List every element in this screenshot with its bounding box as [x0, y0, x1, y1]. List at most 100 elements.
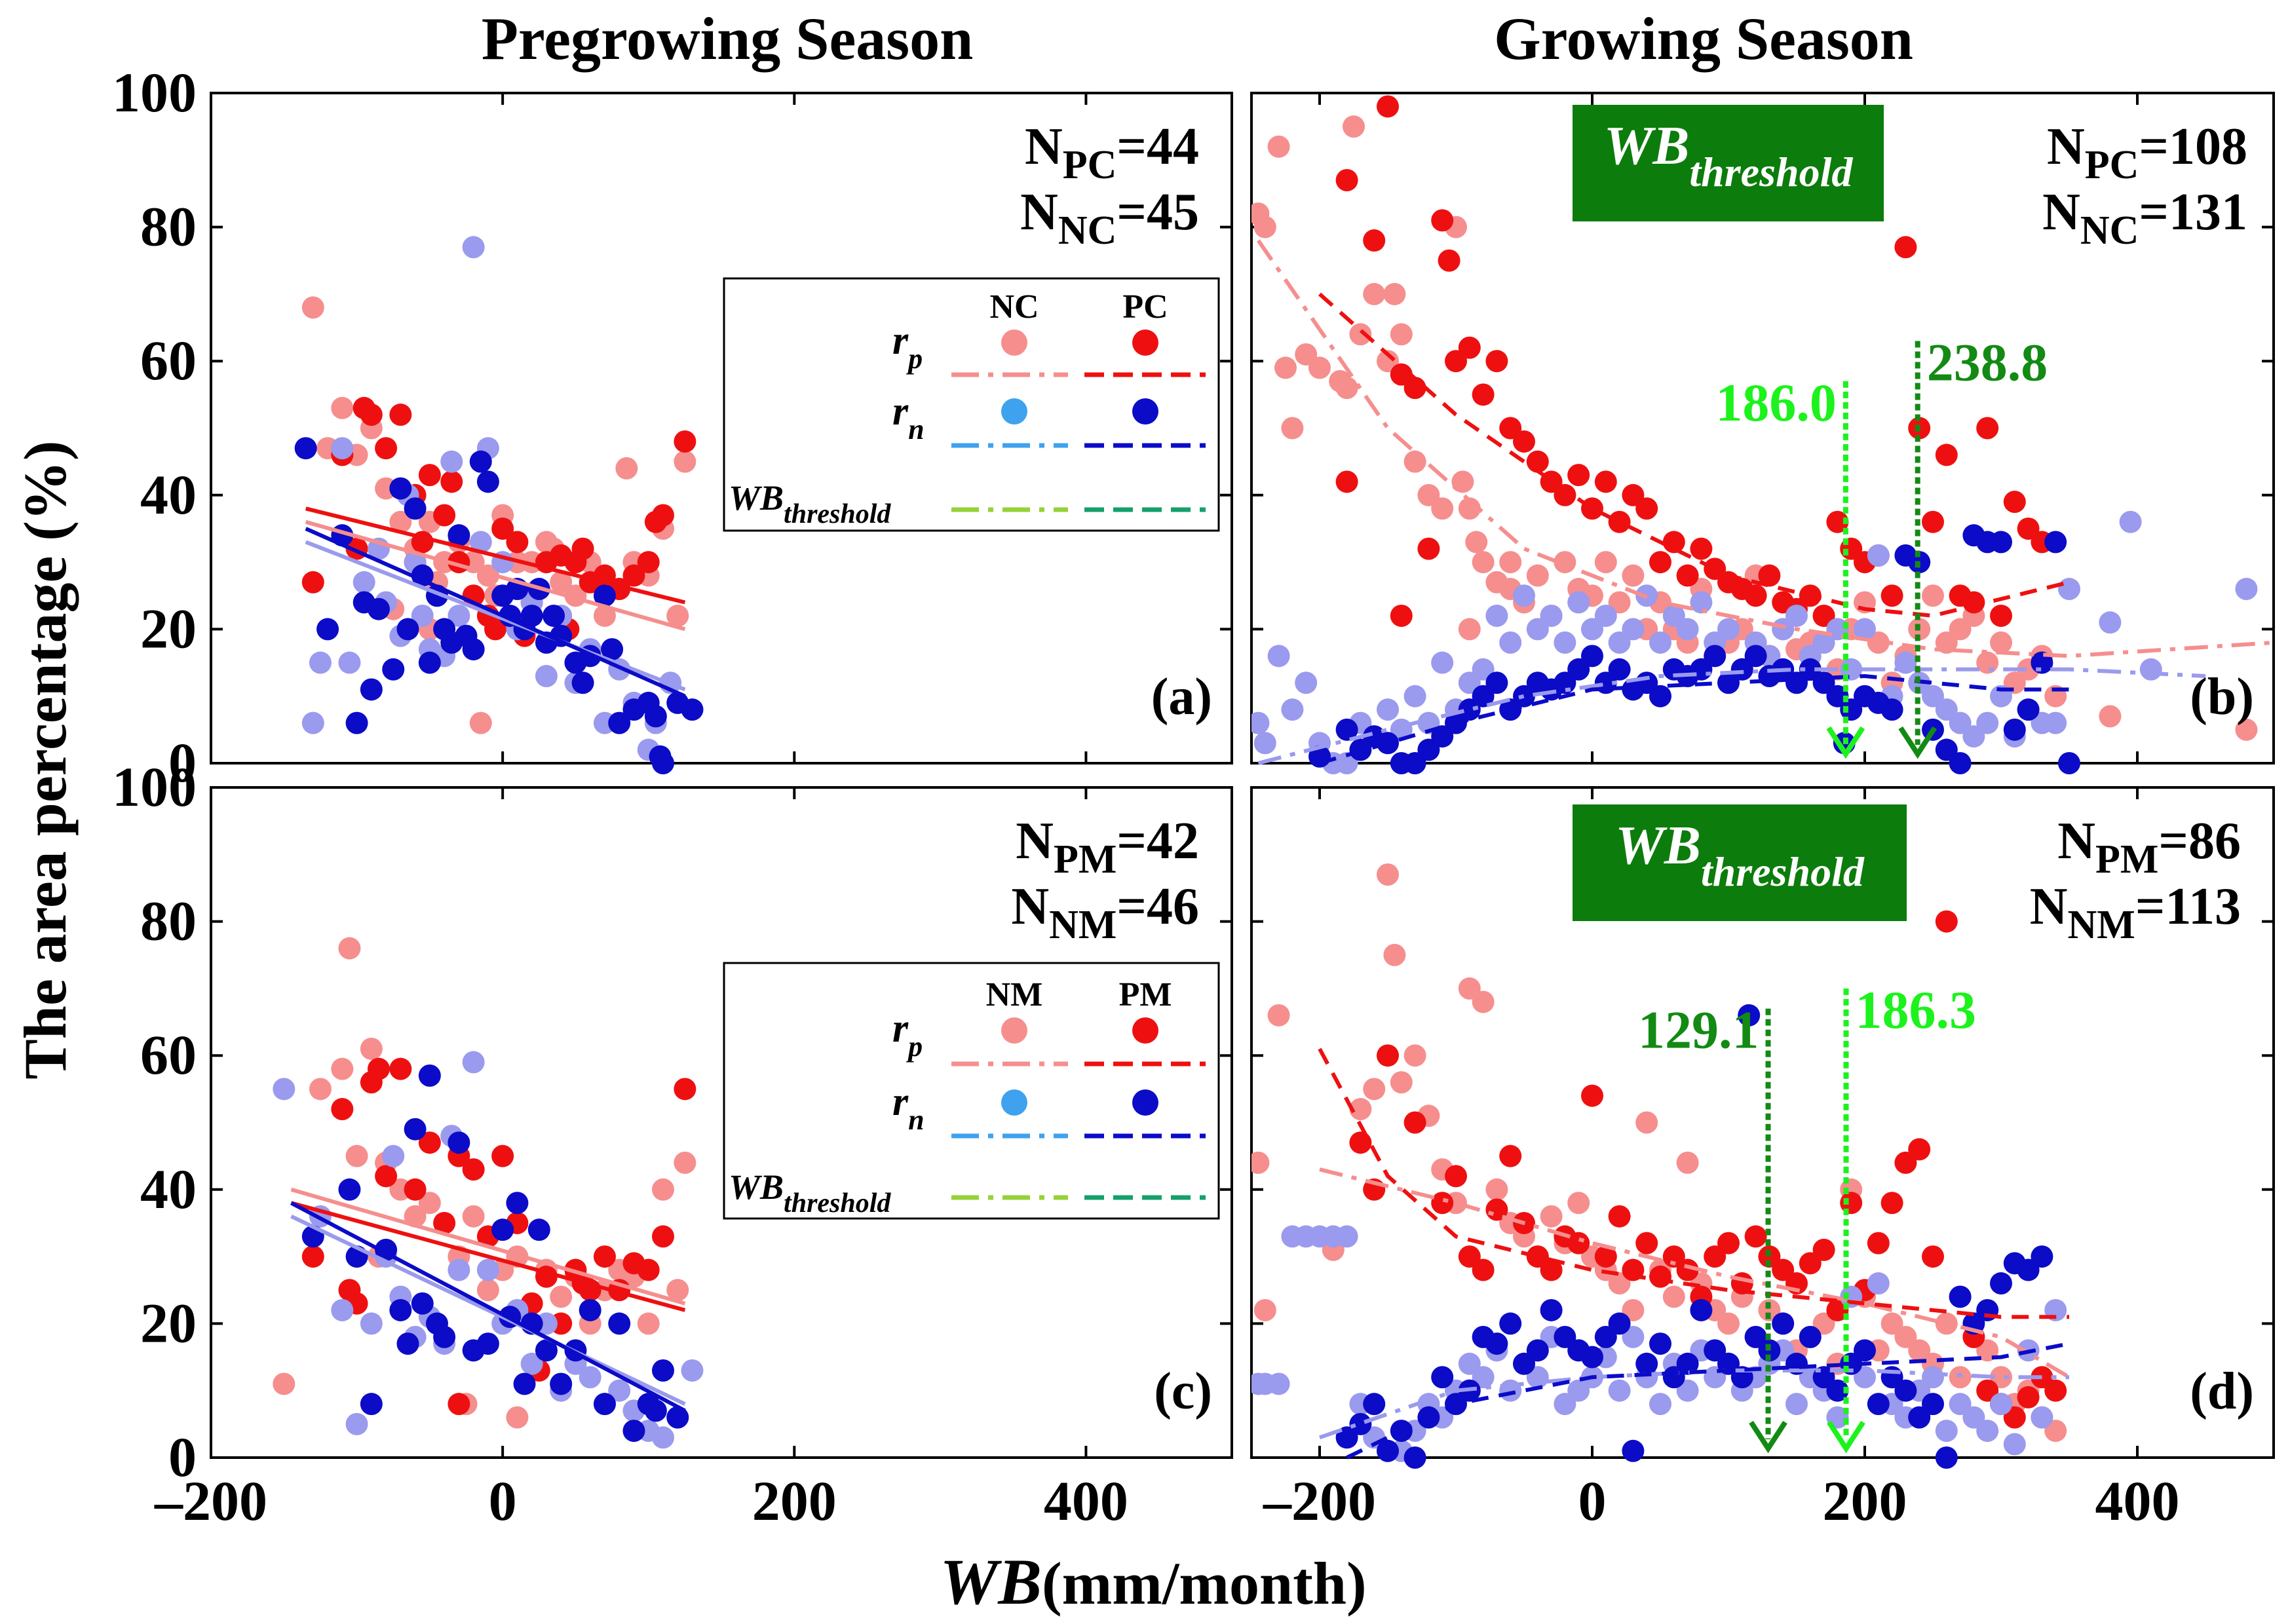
- data-point: [1581, 1084, 1603, 1107]
- data-point: [1485, 350, 1508, 373]
- data-point: [579, 1298, 601, 1321]
- data-point: [1894, 236, 1917, 259]
- data-point: [448, 1393, 470, 1416]
- data-point: [1812, 1312, 1835, 1335]
- data-point: [1880, 698, 1903, 721]
- fit-line: [1319, 1369, 2069, 1440]
- data-point: [331, 437, 354, 460]
- data-point: [1704, 645, 1727, 668]
- y-tick-label: 20: [140, 597, 197, 660]
- data-point: [1812, 604, 1835, 627]
- data-point: [1622, 1298, 1645, 1321]
- data-point: [1949, 752, 1972, 774]
- data-point: [1922, 685, 1944, 708]
- data-point: [345, 1412, 368, 1435]
- y-tick-label: 60: [140, 329, 197, 392]
- panel-a-frame: [210, 92, 1233, 765]
- data-point: [1540, 1205, 1563, 1228]
- data-point: [1343, 115, 1365, 138]
- data-point: [1922, 1393, 1944, 1416]
- data-point: [520, 604, 543, 627]
- data-point: [666, 604, 689, 627]
- data-point: [1335, 718, 1358, 741]
- data-point: [1949, 1285, 1972, 1308]
- panel-a-plot-area: [294, 236, 704, 774]
- data-point: [331, 1298, 354, 1321]
- data-point: [2017, 517, 2040, 540]
- data-point: [2099, 705, 2122, 728]
- data-point: [418, 651, 441, 674]
- data-point: [1540, 604, 1563, 627]
- data-point: [1867, 1272, 1890, 1295]
- data-point: [550, 1285, 573, 1308]
- data-point: [1567, 1379, 1590, 1402]
- data-point: [1513, 584, 1535, 607]
- data-point: [1458, 1352, 1481, 1375]
- data-point: [1704, 1339, 1727, 1362]
- data-point: [1622, 618, 1645, 641]
- data-point: [579, 1366, 601, 1389]
- data-point: [1403, 1111, 1426, 1134]
- data-point: [1608, 510, 1631, 533]
- data-point: [345, 711, 368, 734]
- data-point: [674, 1151, 697, 1174]
- data-point: [527, 1218, 550, 1241]
- data-point: [360, 1037, 383, 1060]
- data-point: [1251, 711, 1270, 734]
- data-point: [1267, 1372, 1290, 1395]
- data-point: [1458, 1245, 1481, 1268]
- data-point: [1267, 1004, 1290, 1027]
- data-point: [1990, 531, 2012, 554]
- threshold-label: 238.8: [1927, 333, 2048, 392]
- data-point: [1990, 1393, 2012, 1416]
- panel-c-frame: [210, 786, 1233, 1459]
- data-point: [1785, 604, 1808, 627]
- data-point: [469, 450, 492, 473]
- data-point: [1472, 1258, 1495, 1281]
- data-point: [309, 651, 332, 674]
- data-point: [367, 1057, 390, 1080]
- data-point: [1662, 1245, 1685, 1268]
- data-point: [1635, 1232, 1658, 1255]
- x-tick-label: 200: [752, 1469, 837, 1532]
- data-point: [309, 1078, 332, 1101]
- panel-b-plot-area: [1251, 95, 2274, 774]
- data-point: [1526, 450, 1549, 473]
- x-axis-label-unit: (mm/month): [1042, 1550, 1367, 1617]
- data-point: [418, 464, 441, 487]
- data-point: [1772, 1258, 1795, 1281]
- data-point: [1908, 1339, 1931, 1362]
- wb-threshold-box-label: WBthreshold: [1604, 115, 1854, 195]
- data-point: [338, 651, 361, 674]
- data-point: [1922, 510, 1944, 533]
- series-nc-rn: [1251, 510, 2258, 774]
- data-point: [2044, 531, 2067, 554]
- data-point: [375, 1165, 398, 1188]
- count-label: NNM=113: [2030, 878, 2241, 947]
- panel-label: (b): [2190, 668, 2254, 726]
- data-point: [1676, 1151, 1699, 1174]
- data-point: [1812, 1238, 1835, 1261]
- data-point: [1363, 1078, 1386, 1101]
- data-point: [681, 698, 704, 721]
- data-point: [1390, 323, 1413, 346]
- data-point: [1608, 658, 1631, 681]
- data-point: [1990, 631, 2012, 654]
- data-point: [1251, 1151, 1270, 1174]
- data-point: [404, 1178, 427, 1201]
- data-point: [1363, 282, 1386, 305]
- data-point: [1417, 483, 1440, 506]
- column-title-growing: Growing Season: [1494, 5, 1913, 72]
- data-point: [535, 665, 558, 688]
- data-point: [681, 1359, 704, 1382]
- data-point: [382, 658, 405, 681]
- data-point: [448, 604, 470, 627]
- y-axis-label: The area percentage (%): [12, 440, 79, 1079]
- data-point: [469, 711, 492, 734]
- data-point: [1377, 1044, 1399, 1067]
- data-point: [608, 711, 631, 734]
- threshold-label: 129.1: [1638, 1000, 1759, 1060]
- fit-line: [305, 540, 686, 692]
- data-point: [331, 396, 354, 419]
- data-point: [1608, 631, 1631, 654]
